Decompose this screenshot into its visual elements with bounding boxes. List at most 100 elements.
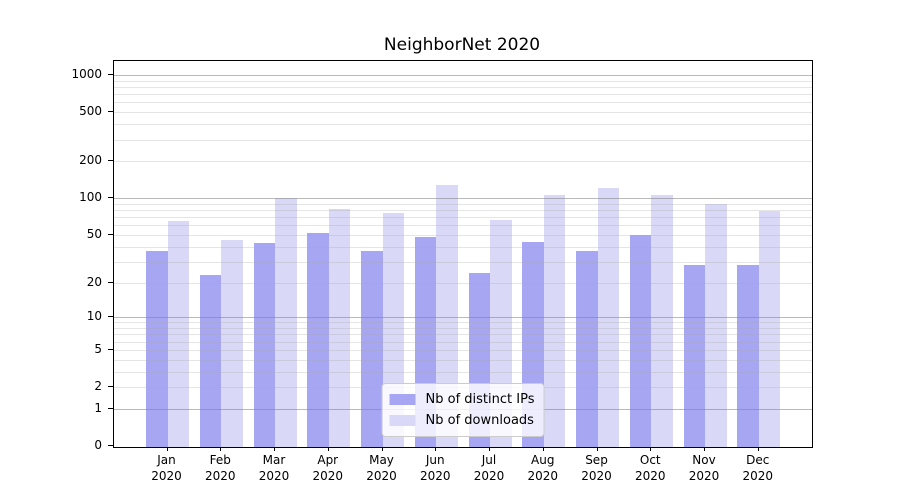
x-axis-tick-label-line: Dec xyxy=(746,453,770,467)
grid-line-minor xyxy=(114,261,812,263)
legend-swatch-icon xyxy=(389,394,416,405)
grid-layer xyxy=(114,61,812,447)
y-axis-tick-mark xyxy=(108,197,113,199)
x-axis-tick-label: Feb 2020 xyxy=(188,452,252,484)
x-axis-tick-mark xyxy=(166,447,168,451)
x-axis-tick-label-line: 2020 xyxy=(258,469,290,483)
x-axis-tick-mark xyxy=(274,447,275,451)
grid-line-minor xyxy=(114,210,812,212)
y-axis-tick-label: 2 xyxy=(94,379,102,394)
x-axis-tick-label-line: Aug xyxy=(531,453,555,467)
grid-line-minor xyxy=(114,341,812,343)
x-axis-tick-label: Dec 2020 xyxy=(726,452,790,484)
grid-line-major xyxy=(114,75,812,77)
bar-downloads xyxy=(167,221,189,447)
x-axis-tick-mark xyxy=(381,447,383,451)
grid-line-minor xyxy=(114,80,812,82)
legend-label: Nb of downloads xyxy=(425,413,534,428)
y-axis-tick-mark xyxy=(108,111,113,113)
grid-line-minor xyxy=(114,102,812,104)
grid-line-minor xyxy=(114,203,812,205)
x-axis-tick-mark xyxy=(542,447,544,451)
y-axis-tick-label: 0 xyxy=(94,438,102,452)
x-axis-tick-mark xyxy=(704,447,705,451)
bar-downloads xyxy=(543,195,566,447)
grid-line-minor xyxy=(114,94,812,96)
bar-distinct-ips xyxy=(253,242,275,447)
bar-distinct-ips xyxy=(737,265,759,447)
x-axis-tick-label: May 2020 xyxy=(350,452,414,484)
y-axis-tick-mark xyxy=(108,386,113,388)
x-axis-tick-label-line: 2020 xyxy=(151,469,182,483)
x-axis-tick-mark xyxy=(220,447,222,451)
y-axis-tick-label: 1000 xyxy=(71,67,102,82)
bar-distinct-ips xyxy=(307,232,329,447)
x-axis-tick-mark xyxy=(435,447,437,451)
x-axis-tick-label-line: Feb xyxy=(209,453,231,467)
x-axis-tick-label-line: May xyxy=(369,453,394,467)
legend-item: Nb of distinct IPs xyxy=(389,389,535,410)
x-axis-tick-label-line: 2020 xyxy=(366,469,397,483)
y-axis-tick-label: 5 xyxy=(94,341,102,356)
y-axis-tick-mark xyxy=(108,348,113,350)
grid-line-minor xyxy=(114,334,812,336)
bar-downloads xyxy=(651,195,673,447)
x-axis-tick-label-line: 2020 xyxy=(419,469,451,483)
plot-area: Nb of distinct IPs Nb of downloads xyxy=(113,60,813,448)
bar-distinct-ips xyxy=(683,265,705,447)
grid-line-minor xyxy=(114,246,812,248)
y-axis-tick-mark xyxy=(108,74,113,76)
x-axis-tick-label-line: Mar xyxy=(262,453,286,467)
bar-distinct-ips xyxy=(629,234,652,447)
x-axis-tick-label: Aug 2020 xyxy=(511,452,575,484)
y-axis-tick-mark xyxy=(108,281,113,283)
grid-line-minor xyxy=(114,359,812,361)
x-axis-tick-label-line: 2020 xyxy=(688,469,720,483)
bar-downloads xyxy=(328,208,351,447)
x-axis-tick-mark xyxy=(489,447,490,451)
grid-line-minor xyxy=(114,371,812,373)
x-axis-tick-label-line: Jan xyxy=(157,453,176,467)
x-axis-tick-label-line: 2020 xyxy=(634,469,666,483)
y-axis-tick-mark xyxy=(108,160,113,162)
chart-title: NeighborNet 2020 xyxy=(383,35,541,55)
x-axis-tick-label: Apr 2020 xyxy=(296,452,360,484)
y-axis-tick-label: 200 xyxy=(79,153,102,168)
x-axis-tick-label-line: 2020 xyxy=(742,469,774,483)
grid-line-major xyxy=(114,198,812,200)
y-axis-tick-mark xyxy=(108,445,113,446)
bar-downloads xyxy=(758,210,781,447)
bar-distinct-ips xyxy=(361,250,383,447)
grid-line-major xyxy=(114,317,812,319)
bar-downloads xyxy=(436,185,458,447)
y-axis-tick-label: 50 xyxy=(86,226,102,241)
grid-line-minor xyxy=(114,87,812,89)
y-axis-tick-label: 1 xyxy=(94,400,102,415)
x-axis-tick-label: Jul 2020 xyxy=(457,452,521,484)
x-axis-tick-label-line: Sep xyxy=(585,453,608,467)
x-axis-tick-label-line: Jun xyxy=(425,453,445,467)
x-axis-tick-label: Sep 2020 xyxy=(565,452,629,484)
bar-distinct-ips xyxy=(576,250,598,447)
bar-distinct-ips xyxy=(146,250,168,447)
x-axis-tick-label-line: Jul xyxy=(481,453,497,467)
legend-label: Nb of distinct IPs xyxy=(425,392,535,407)
bar-downloads xyxy=(221,240,243,447)
x-axis-tick-label: Nov 2020 xyxy=(672,452,736,484)
bar-downloads xyxy=(275,198,297,447)
x-axis-tick-mark xyxy=(757,447,759,451)
y-axis-tick-label: 500 xyxy=(79,104,102,119)
x-axis-tick-label-line: 2020 xyxy=(312,469,344,483)
x-axis-tick-mark xyxy=(327,447,329,451)
y-axis-tick-label: 20 xyxy=(86,274,102,289)
y-axis-tick-mark xyxy=(108,407,113,409)
legend: Nb of distinct IPs Nb of downloads xyxy=(381,383,545,437)
legend-swatch-icon xyxy=(389,415,416,426)
x-axis-tick-label: Mar 2020 xyxy=(242,452,306,484)
grid-line-minor xyxy=(114,328,812,330)
legend-item: Nb of downloads xyxy=(389,410,535,431)
grid-line-minor xyxy=(114,161,812,163)
x-axis-tick-label: Oct 2020 xyxy=(618,452,682,484)
grid-line-minor xyxy=(114,217,812,219)
